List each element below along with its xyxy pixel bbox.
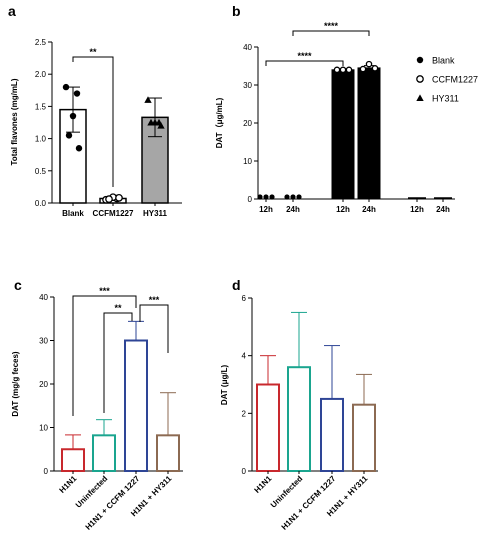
significance-bracket [72, 56, 114, 187]
y-tick-label: 0 [248, 195, 253, 204]
data-point [296, 194, 302, 200]
x-tick-label: Blank [62, 209, 84, 218]
data-point [147, 118, 155, 126]
y-tick-label: 6 [242, 294, 247, 303]
x-tick-label: H1N1 + CCFM 1227 [84, 474, 142, 532]
bar [92, 434, 116, 472]
significance-bracket [72, 295, 137, 416]
legend-marker [416, 56, 424, 64]
significance-bracket [103, 312, 133, 413]
data-point [115, 193, 123, 202]
data-point [345, 66, 353, 74]
y-tick-label: 10 [243, 157, 252, 166]
bar [156, 434, 180, 472]
data-point [263, 194, 269, 200]
significance-label: **** [297, 51, 312, 61]
data-point [144, 96, 152, 103]
y-axis-label: DAT (μg/L) [220, 365, 229, 406]
bar [352, 403, 376, 472]
x-tick-label: CCFM1227 [93, 209, 134, 218]
data-point [284, 194, 290, 200]
panel-letter-d: d [232, 277, 241, 293]
data-point [69, 112, 77, 120]
x-tick-label: 12h [410, 205, 424, 214]
y-tick-label: 0 [44, 467, 49, 476]
y-axis-label: Total flavones (mg/mL) [10, 78, 19, 165]
significance-label: *** [149, 295, 160, 305]
significance-bracket [139, 304, 169, 353]
y-axis-label: DAT（μg/mL) [214, 97, 224, 148]
significance-label: ** [114, 303, 122, 313]
significance-bracket [292, 30, 370, 36]
x-tick-label: 12h [336, 205, 350, 214]
panel-letter-b: b [232, 3, 241, 19]
y-tick-label: 40 [243, 43, 252, 52]
y-tick-label: 20 [243, 119, 252, 128]
y-tick-label: 0.5 [35, 167, 47, 176]
bar [124, 339, 148, 472]
significance-label: **** [324, 21, 339, 31]
y-tick-label: 40 [39, 293, 48, 302]
legend-marker [416, 94, 424, 101]
y-tick-label: 1.5 [35, 102, 47, 111]
data-point [339, 66, 347, 74]
y-tick-label: 0 [242, 467, 247, 476]
significance-label: ** [89, 47, 97, 57]
x-tick-label: 24h [362, 205, 376, 214]
y-axis-label: DAT (mg/g feces) [11, 351, 20, 417]
y-tick-label: 30 [243, 81, 252, 90]
y-tick-label: 20 [39, 380, 48, 389]
panel-letter-a: a [8, 3, 16, 19]
data-point [105, 195, 113, 203]
data-point [73, 90, 81, 97]
x-tick-label: 24h [436, 205, 450, 214]
data-point [65, 132, 73, 139]
data-point [157, 122, 165, 129]
bar [320, 397, 344, 472]
significance-bracket [265, 60, 344, 66]
panel-letter-c: c [14, 277, 22, 293]
data-point [359, 65, 367, 73]
y-tick-label: 30 [39, 337, 48, 346]
significance-label: *** [99, 286, 110, 296]
x-tick-label: HY311 [143, 209, 168, 218]
bar [357, 67, 381, 200]
y-tick-label: 1.0 [35, 135, 47, 144]
y-tick-label: 4 [242, 352, 247, 361]
bar [61, 448, 85, 472]
data-point [333, 66, 341, 74]
data-point [269, 194, 275, 200]
bar [256, 383, 280, 472]
bar [331, 69, 355, 200]
data-point [62, 83, 70, 91]
y-tick-label: 0.0 [35, 199, 47, 208]
y-tick-label: 2.5 [35, 38, 47, 47]
x-tick-label: 12h [259, 205, 273, 214]
data-point [365, 60, 373, 68]
y-tick-label: 2 [242, 409, 247, 418]
data-point [75, 145, 83, 152]
bar [287, 366, 311, 473]
data-point [257, 194, 263, 200]
legend-label: CCFM1227 [432, 75, 478, 85]
legend-marker [416, 75, 424, 83]
x-tick-label: H1N1 [253, 474, 274, 495]
legend-label: Blank [432, 56, 455, 66]
x-tick-label: 24h [286, 205, 300, 214]
x-tick-label: H1N1 [58, 474, 79, 495]
y-tick-label: 10 [39, 424, 48, 433]
data-point [371, 65, 379, 72]
x-tick-label: Uninfected [269, 474, 305, 510]
data-point [290, 194, 296, 200]
y-tick-label: 2.0 [35, 70, 47, 79]
legend-label: HY311 [432, 94, 459, 104]
